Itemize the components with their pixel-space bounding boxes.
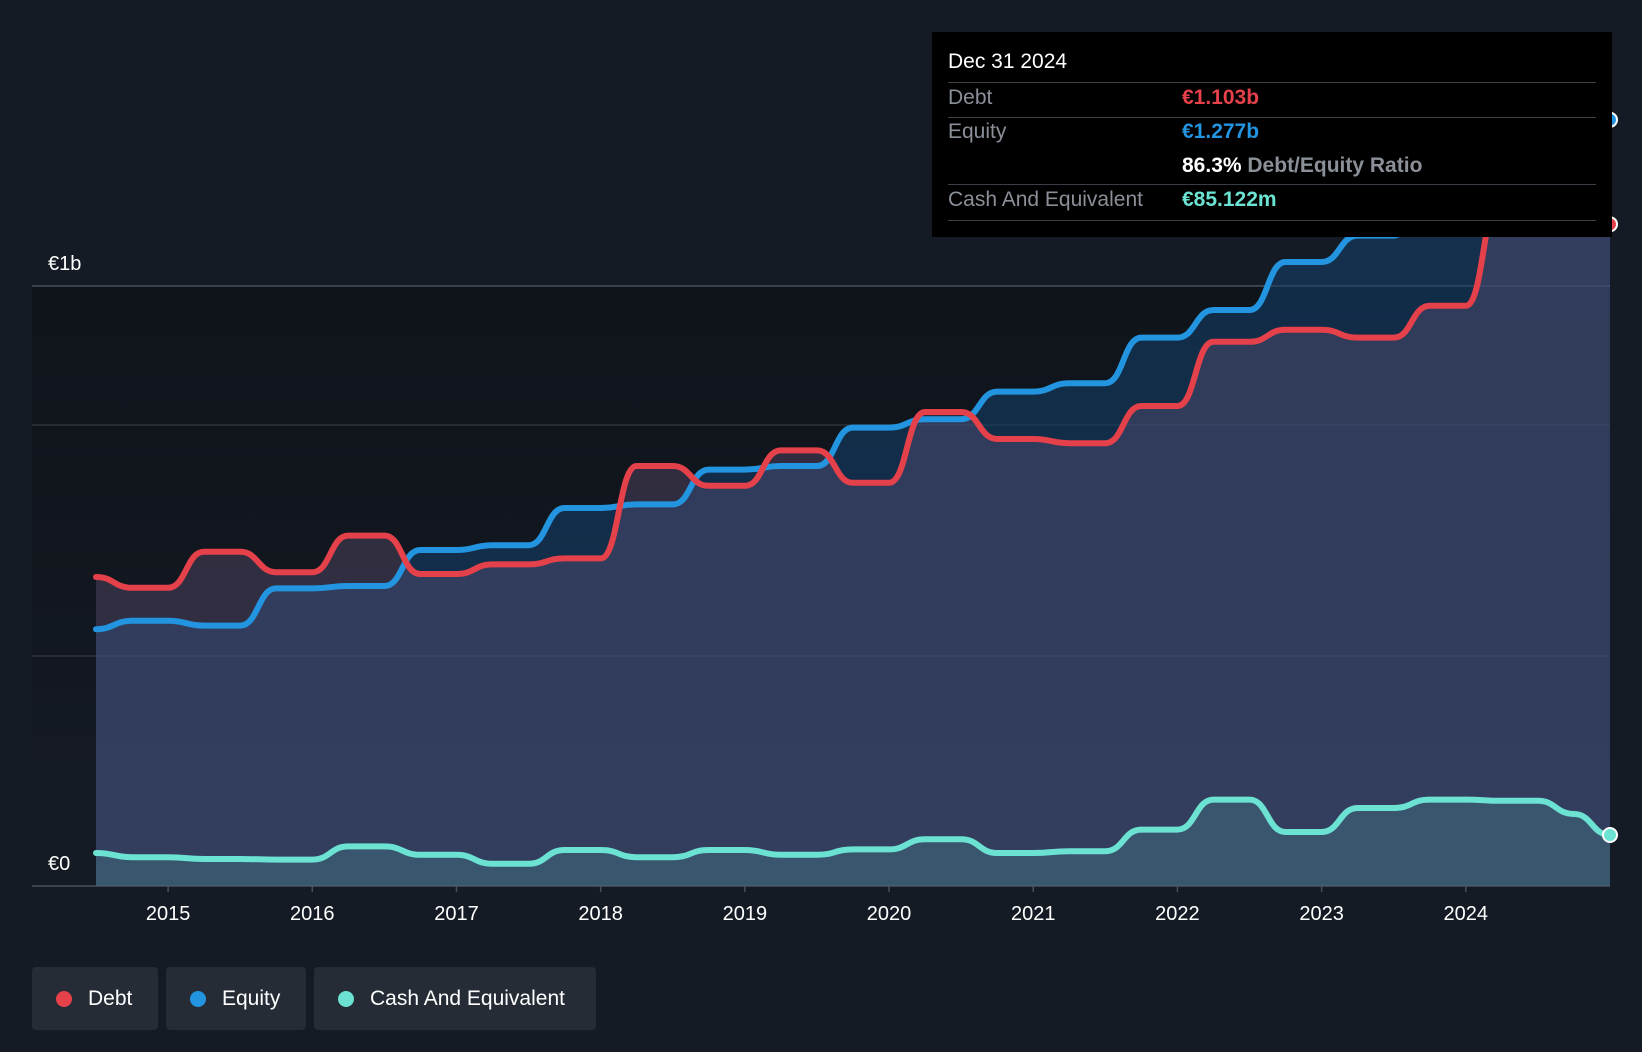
- legend-label-cash: Cash And Equivalent: [370, 986, 565, 1010]
- x-axis-tick-label: 2021: [1011, 903, 1056, 925]
- tooltip-debt-label: Debt: [948, 86, 993, 109]
- tooltip-divider: [948, 184, 1596, 185]
- legend-label-debt: Debt: [88, 986, 133, 1010]
- tooltip-cash-label: Cash And Equivalent: [948, 188, 1143, 211]
- y-axis-label-bottom: €0: [48, 853, 70, 875]
- x-axis-tick-label: 2024: [1444, 903, 1489, 925]
- cash-dot-icon: [338, 990, 354, 1007]
- tooltip-ratio-value: 86.3%: [1182, 154, 1242, 177]
- tooltip-divider: [948, 220, 1596, 221]
- tooltip-cash-value: €85.122m: [1182, 188, 1277, 211]
- tooltip-divider: [948, 82, 1596, 83]
- cash-end-marker[interactable]: [1602, 827, 1618, 843]
- legend-item-debt[interactable]: Debt: [32, 967, 158, 1030]
- tooltip-divider: [948, 117, 1596, 118]
- debt-series-line: [93, 188, 1613, 591]
- debt-area: [96, 191, 1610, 887]
- cash-series-line: [93, 796, 1613, 867]
- x-axis-tick-label: 2022: [1155, 903, 1200, 925]
- debt-dot-icon: [56, 990, 72, 1007]
- tooltip-ratio-label: Debt/Equity Ratio: [1247, 154, 1423, 177]
- cash-area: [96, 799, 1610, 886]
- tooltip-date: Dec 31 2024: [948, 50, 1068, 73]
- x-axis-tick-label: 2020: [867, 903, 912, 925]
- x-axis-tick-label: 2018: [578, 903, 623, 925]
- x-axis-tick-label: 2019: [723, 903, 768, 925]
- tooltip-ratio: 86.3% Debt/Equity Ratio: [1182, 154, 1422, 178]
- tooltip-equity-label: Equity: [948, 120, 1007, 143]
- legend-item-equity[interactable]: Equity: [166, 967, 306, 1030]
- legend-item-cash[interactable]: Cash And Equivalent: [314, 967, 596, 1030]
- tooltip-debt-value: €1.103b: [1182, 86, 1260, 109]
- equity-dot-icon: [190, 990, 206, 1007]
- tooltip-equity-value: €1.277b: [1182, 120, 1260, 143]
- y-axis-label-top: €1b: [48, 253, 81, 275]
- tooltip: Dec 31 2024 Debt €1.103b Equity €1.277b …: [932, 32, 1612, 237]
- legend-label-equity: Equity: [222, 986, 281, 1010]
- x-axis-tick-label: 2023: [1299, 903, 1344, 925]
- x-axis-tick-label: 2016: [290, 903, 335, 925]
- x-axis-tick-label: 2017: [434, 903, 479, 925]
- x-axis-tick-label: 2015: [146, 903, 191, 925]
